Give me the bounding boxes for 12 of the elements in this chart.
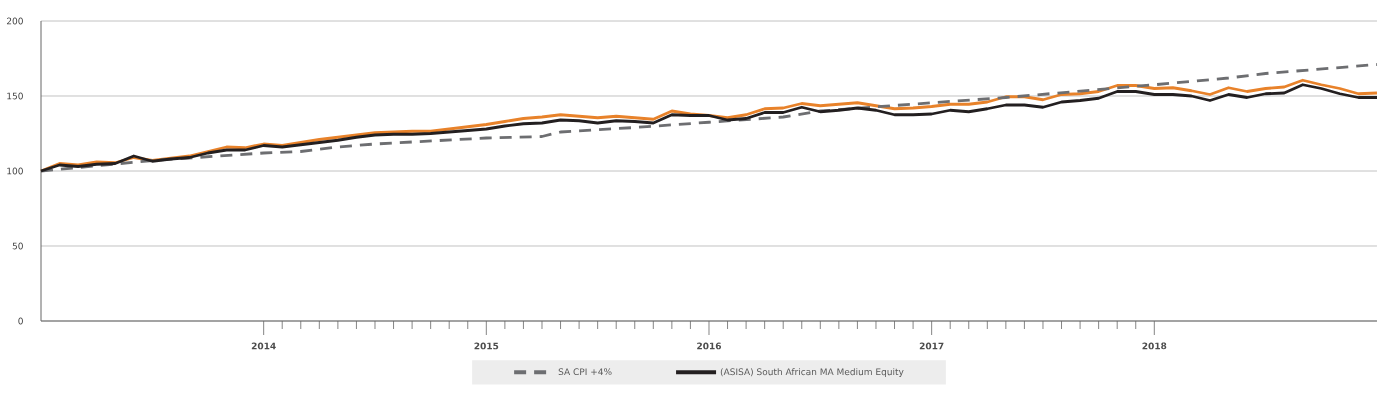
x-tick-label: 2018 bbox=[1142, 342, 1167, 350]
legend-label: SA CPI +4% bbox=[558, 368, 612, 376]
y-tick-label: 200 bbox=[6, 17, 23, 25]
x-tick-label: 2016 bbox=[697, 342, 722, 350]
y-tick-label: 50 bbox=[12, 242, 23, 250]
y-tick-label: 100 bbox=[7, 167, 23, 175]
x-tick-label: 2017 bbox=[919, 342, 944, 350]
y-tick-label: 0 bbox=[18, 317, 23, 325]
x-tick-label: 2014 bbox=[251, 342, 276, 350]
x-tick-label: 2015 bbox=[474, 342, 499, 350]
legend-label: (ASISA) South African MA Medium Equity bbox=[720, 368, 904, 377]
y-tick-label: 150 bbox=[7, 92, 23, 100]
